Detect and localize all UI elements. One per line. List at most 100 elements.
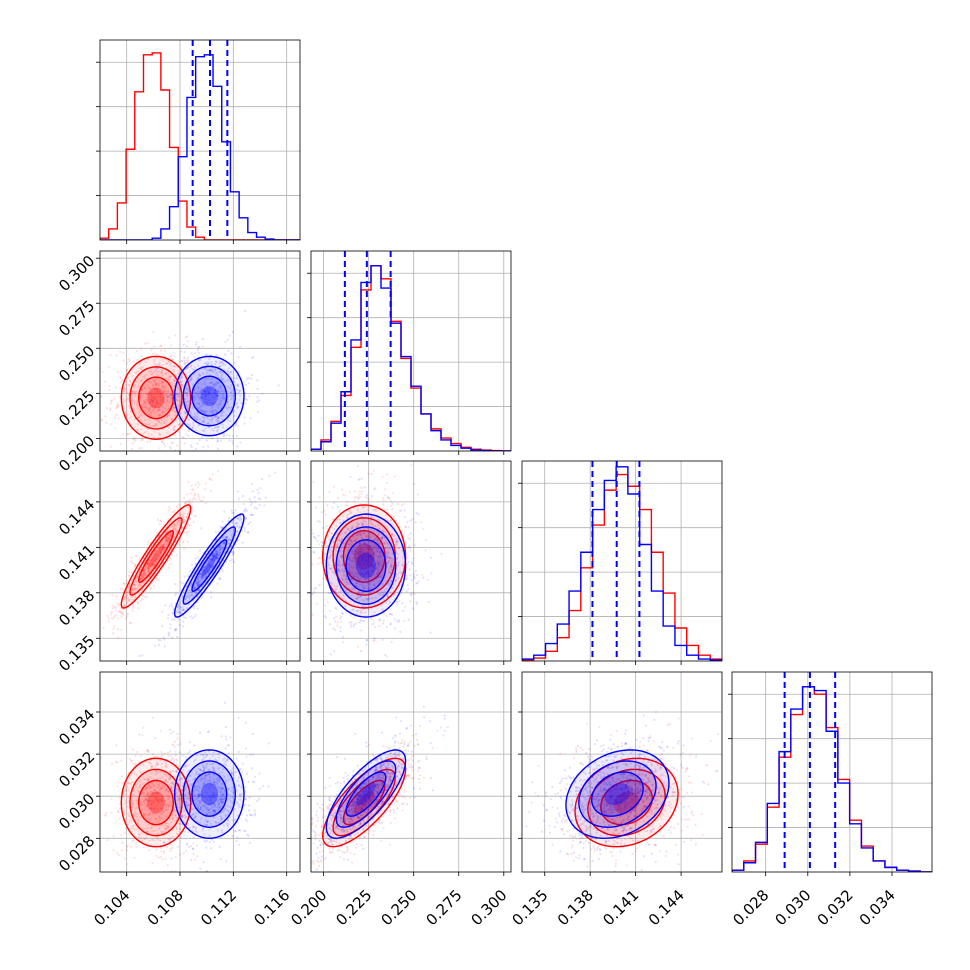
scatter-point — [210, 353, 213, 357]
scatter-point — [212, 552, 215, 555]
scatter-point — [164, 539, 168, 542]
scatter-point — [135, 812, 138, 816]
scatter-point — [155, 357, 158, 360]
scatter-point — [164, 774, 167, 777]
scatter-point — [134, 785, 138, 788]
scatter-point — [379, 556, 382, 559]
scatter-point — [134, 372, 137, 375]
scatter-point — [156, 353, 159, 356]
scatter-point — [191, 506, 194, 509]
scatter-point — [208, 392, 212, 396]
scatter-point — [165, 362, 168, 365]
scatter-point — [335, 536, 338, 539]
scatter-point — [163, 638, 166, 641]
scatter-point — [109, 407, 112, 410]
scatter-point — [347, 557, 351, 560]
scatter-point — [217, 390, 220, 393]
scatter-point — [366, 545, 369, 548]
scatter-point — [183, 416, 186, 419]
scatter-point — [132, 789, 135, 792]
scatter-point — [146, 804, 149, 807]
scatter-point — [160, 414, 163, 417]
scatter-point — [193, 352, 197, 355]
scatter-point — [238, 398, 241, 402]
scatter-point — [193, 493, 196, 497]
scatter-point — [153, 359, 156, 363]
scatter-point — [162, 548, 166, 551]
scatter-point — [340, 540, 343, 543]
scatter-point — [206, 371, 209, 374]
scatter-point — [353, 575, 356, 578]
scatter-point — [185, 358, 188, 362]
scatter-point — [210, 420, 213, 423]
scatter-point — [154, 398, 157, 401]
scatter-point — [160, 440, 164, 443]
scatter-point — [178, 828, 181, 831]
scatter-point — [337, 567, 340, 571]
scatter-point — [134, 814, 137, 818]
scatter-point — [236, 402, 239, 405]
scatter-point — [185, 515, 188, 519]
scatter-point — [140, 415, 143, 418]
scatter-point — [217, 821, 220, 824]
scatter-point — [187, 603, 190, 606]
scatter-point — [188, 424, 191, 427]
scatter-point — [172, 743, 175, 746]
scatter-point — [210, 478, 213, 482]
scatter-point — [362, 605, 365, 608]
scatter-point — [105, 421, 108, 424]
scatter-point — [162, 851, 166, 855]
scatter-point — [394, 526, 397, 529]
scatter-point — [153, 563, 157, 566]
scatter-point — [154, 422, 157, 426]
scatter-point — [374, 585, 377, 588]
scatter-point — [193, 416, 196, 419]
density-fill — [183, 366, 236, 426]
scatter-point — [137, 370, 140, 373]
scatter-point — [211, 393, 214, 396]
scatter-point — [163, 827, 166, 830]
scatter-point — [339, 630, 342, 633]
scatter-point — [189, 391, 192, 394]
scatter-point — [355, 613, 359, 616]
scatter-point — [440, 552, 443, 556]
scatter-point — [151, 400, 154, 403]
scatter-point — [227, 349, 230, 352]
scatter-point — [148, 784, 151, 788]
scatter-point — [366, 575, 370, 578]
scatter-point — [373, 546, 376, 549]
scatter-point — [199, 409, 203, 412]
scatter-point — [193, 492, 196, 495]
scatter-point — [162, 547, 165, 551]
scatter-point — [134, 439, 137, 442]
scatter-point — [192, 842, 195, 845]
scatter-point — [170, 418, 173, 421]
scatter-point — [227, 538, 230, 541]
scatter-point — [142, 792, 146, 795]
scatter-point — [165, 537, 168, 540]
contour-line — [321, 504, 407, 609]
scatter-point — [135, 428, 139, 431]
scatter-point — [110, 400, 113, 403]
scatter-point — [226, 338, 229, 341]
scatter-point — [150, 405, 153, 408]
scatter-point — [358, 583, 362, 586]
scatter-point — [148, 761, 151, 764]
scatter-point — [367, 546, 371, 549]
scatter-point — [216, 548, 219, 551]
scatter-point — [356, 593, 360, 596]
scatter-point — [172, 406, 175, 409]
scatter-point — [201, 596, 204, 599]
scatter-point — [162, 811, 165, 814]
scatter-point — [177, 802, 180, 805]
scatter-point — [166, 794, 169, 797]
scatter-point — [164, 826, 167, 829]
scatter-point — [169, 786, 173, 790]
scatter-point — [369, 586, 372, 589]
scatter-point — [332, 541, 336, 544]
scatter-point — [178, 624, 181, 627]
scatter-point — [169, 365, 173, 368]
scatter-point — [106, 614, 109, 618]
scatter-point — [169, 732, 173, 735]
scatter-point — [131, 561, 135, 565]
